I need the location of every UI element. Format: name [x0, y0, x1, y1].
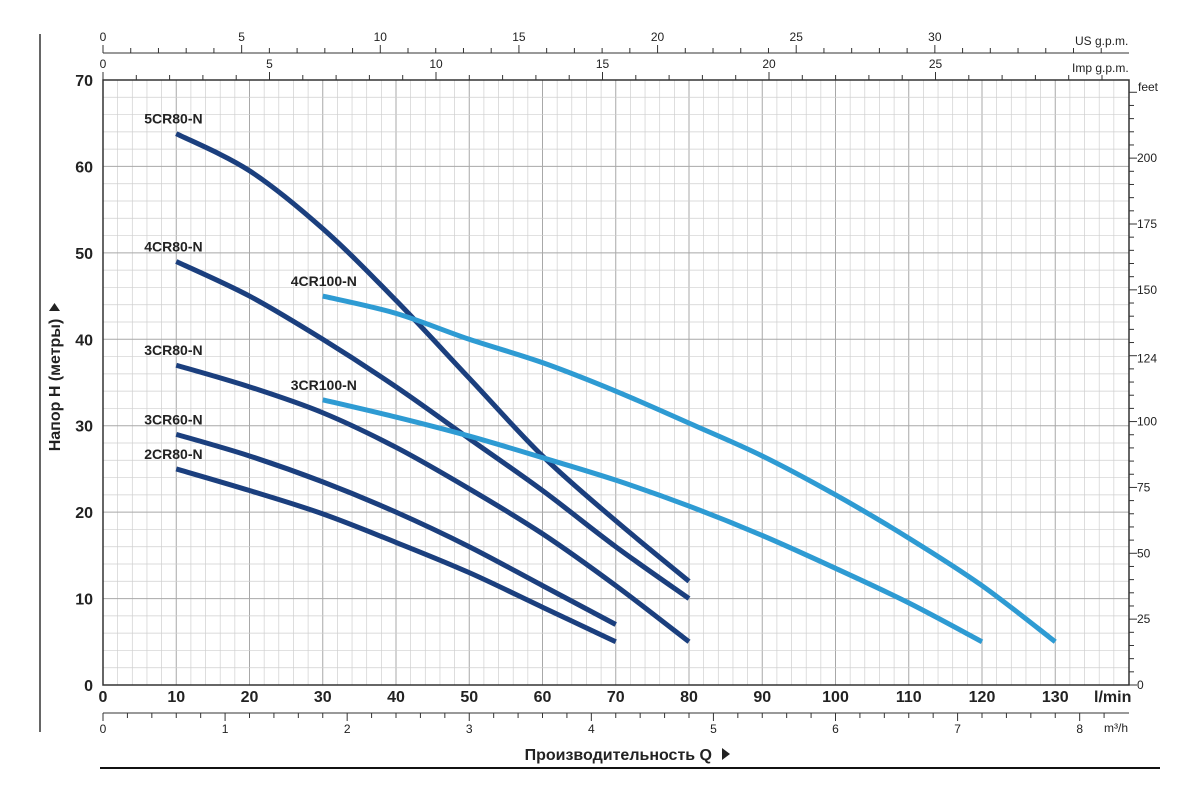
- y-tick-label: 60: [75, 159, 93, 176]
- y-tick-label: 70: [75, 73, 93, 90]
- feet-tick-label: 50: [1137, 546, 1151, 560]
- us-gpm-axis-tick-label: 0: [100, 30, 107, 44]
- series-label-2cr80-n: 2CR80-N: [144, 446, 202, 462]
- imp-gpm-axis-tick-label: 5: [266, 57, 273, 71]
- y-axis-arrow-icon: [49, 303, 60, 311]
- y-tick-label: 50: [75, 246, 93, 263]
- m3h-axis-tick-label: 2: [344, 722, 351, 736]
- us-gpm-axis-tick-label: 20: [651, 30, 665, 44]
- imp-gpm-axis-tick-label: 10: [429, 57, 443, 71]
- m3h-unit-label: m³/h: [1104, 721, 1128, 735]
- m3h-axis-tick-label: 6: [832, 722, 839, 736]
- m3h-axis-tick-label: 5: [710, 722, 717, 736]
- feet-tick-label: 124: [1137, 351, 1157, 365]
- us-gpm-axis-tick-label: 10: [374, 30, 388, 44]
- us-gpm-axis-tick-label: 15: [512, 30, 526, 44]
- x-axis-arrow-icon: [722, 748, 730, 760]
- x-unit-label: l/min: [1094, 689, 1131, 706]
- feet-tick-label: 200: [1137, 151, 1157, 165]
- m3h-axis-tick-label: 0: [100, 722, 107, 736]
- feet-tick-label: 150: [1137, 283, 1157, 297]
- feet-tick-label: 175: [1137, 217, 1157, 231]
- series-label-3cr100-n: 3CR100-N: [291, 377, 357, 393]
- x-tick-label: 10: [167, 689, 185, 706]
- x-tick-label: 130: [1042, 689, 1069, 706]
- x-tick-label: 20: [241, 689, 259, 706]
- us-gpm-unit-label: US g.p.m.: [1075, 34, 1128, 48]
- imp-gpm-axis-tick-label: 25: [929, 57, 943, 71]
- series-label-4cr80-n: 4CR80-N: [144, 239, 202, 255]
- us-gpm-axis-tick-label: 25: [790, 30, 804, 44]
- curve-3cr100-n: [322, 397, 984, 644]
- series-label-5cr80-n: 5CR80-N: [144, 111, 202, 127]
- x-tick-label: 120: [969, 689, 996, 706]
- y-axis-title: Напор H (метры): [47, 319, 64, 452]
- m3h-axis-tick-label: 3: [466, 722, 473, 736]
- us-gpm-axis-tick-label: 5: [238, 30, 245, 44]
- x-tick-label: 110: [896, 689, 922, 706]
- feet-unit-label: feet: [1138, 80, 1159, 94]
- x-tick-label: 60: [534, 689, 552, 706]
- m3h-axis-tick-label: 8: [1076, 722, 1083, 736]
- x-axis-title: Производительность Q: [525, 747, 712, 764]
- series: [175, 131, 1057, 645]
- curve-4cr100-n: [322, 293, 1057, 644]
- imp-gpm-axis-tick-label: 0: [100, 57, 107, 71]
- x-tick-label: 50: [460, 689, 478, 706]
- series-label-3cr80-n: 3CR80-N: [144, 342, 202, 358]
- y-tick-label: 10: [75, 592, 93, 609]
- y-tick-label: 30: [75, 419, 93, 436]
- y-tick-label: 0: [84, 678, 93, 695]
- axes: 0 10 20 30 40 50 60 70 80 90 100 110 120 130010203040…: [75, 30, 1157, 736]
- x-tick-label: 0: [99, 689, 108, 706]
- grid: [103, 80, 1129, 685]
- x-tick-label: 100: [822, 689, 849, 706]
- series-label-4cr100-n: 4CR100-N: [291, 273, 357, 289]
- m3h-axis-tick-label: 4: [588, 722, 595, 736]
- x-tick-label: 70: [607, 689, 625, 706]
- y-tick-label: 20: [75, 505, 93, 522]
- imp-gpm-axis-tick-label: 15: [596, 57, 610, 71]
- series-labels: 5CR80-N 4CR80-N 3CR80-N 3CR60-N 2CR80-N 4CR10…: [144, 111, 357, 462]
- x-tick-label: 30: [314, 689, 332, 706]
- series-label-3cr60-n: 3CR60-N: [144, 411, 202, 427]
- x-tick-label: 80: [680, 689, 698, 706]
- feet-tick-label: 100: [1137, 415, 1157, 429]
- curve-2cr80-n: [175, 466, 617, 645]
- y-tick-label: 40: [75, 332, 93, 349]
- curve-3cr60-n: [175, 431, 617, 627]
- feet-tick-label: 75: [1137, 480, 1151, 494]
- m3h-axis-tick-label: 1: [222, 722, 229, 736]
- imp-gpm-unit-label: Imp g.p.m.: [1072, 61, 1129, 75]
- x-tick-label: 90: [753, 689, 771, 706]
- imp-gpm-axis-tick-label: 20: [762, 57, 776, 71]
- us-gpm-axis-tick-label: 30: [928, 30, 942, 44]
- x-tick-label: 40: [387, 689, 405, 706]
- curve-5cr80-n: [175, 131, 691, 584]
- m3h-axis-tick-label: 7: [954, 722, 961, 736]
- curve-3cr80-n: [175, 362, 691, 644]
- feet-tick-label: 25: [1137, 612, 1151, 626]
- curve-4cr80-n: [175, 259, 691, 601]
- feet-tick-label: 0: [1137, 678, 1144, 692]
